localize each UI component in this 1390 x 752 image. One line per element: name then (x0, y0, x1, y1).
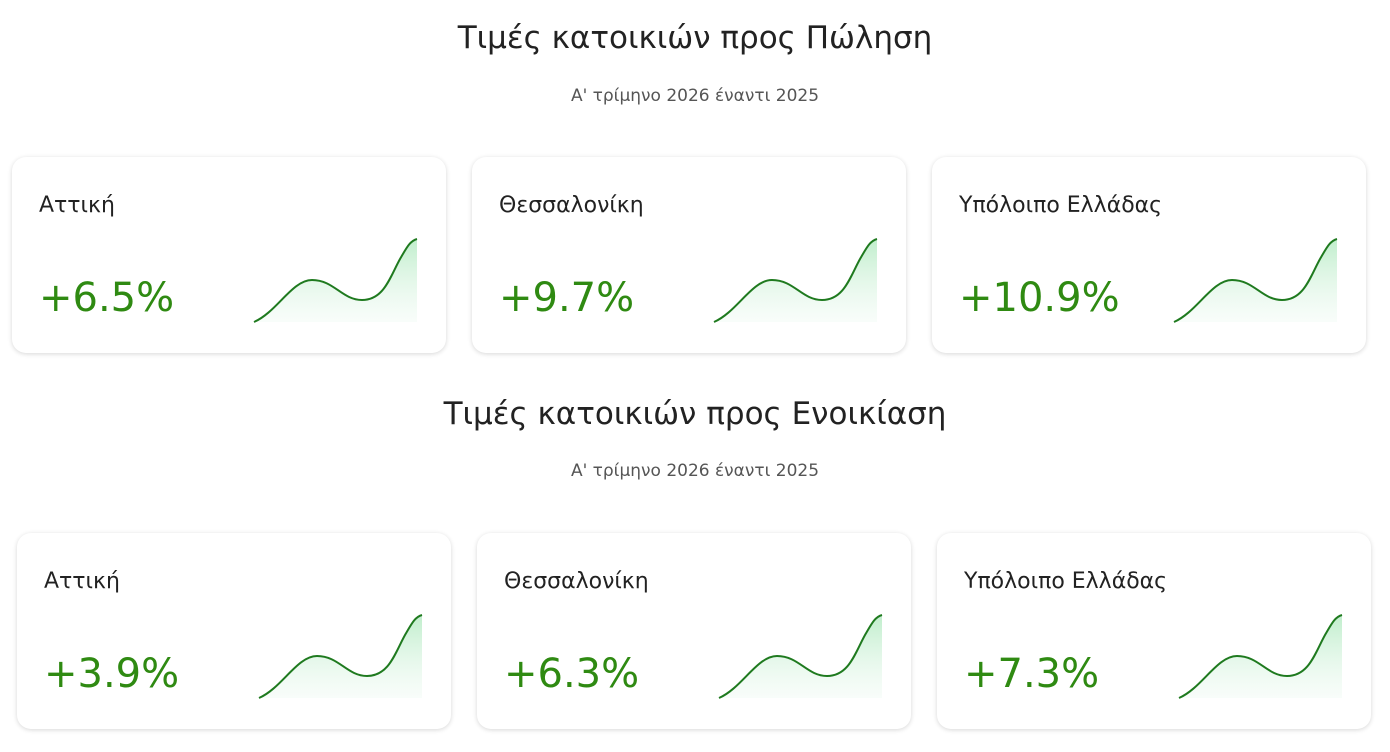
card-label: Αττική (39, 193, 115, 218)
card-value: +3.9% (44, 651, 180, 697)
sparkline-area (714, 239, 877, 322)
stat-card: Υπόλοιπο Ελλάδας +7.3% (937, 533, 1371, 729)
card-value: +10.9% (959, 275, 1120, 321)
sparkline-line (713, 238, 878, 323)
sparkline-line (718, 614, 883, 699)
sparkline-line (1178, 614, 1343, 699)
sparkline (258, 614, 423, 699)
card-label: Θεσσαλονίκη (504, 569, 649, 594)
sparkline-area (1174, 239, 1337, 322)
sparkline-area (254, 239, 417, 322)
card-label: Υπόλοιπο Ελλάδας (959, 193, 1163, 218)
section-subtitle: Α' τρίμηνο 2026 έναντι 2025 (570, 86, 820, 106)
card-value: +6.5% (39, 275, 175, 321)
stat-card: Θεσσαλονίκη +6.3% (477, 533, 911, 729)
sparkline (253, 238, 418, 323)
stat-card: Θεσσαλονίκη +9.7% (472, 157, 906, 353)
sparkline-line (1173, 238, 1338, 323)
sparkline-line (253, 238, 418, 323)
sparkline (718, 614, 883, 699)
sparkline-area (1179, 615, 1342, 698)
card-value: +7.3% (964, 651, 1100, 697)
sparkline-area (259, 615, 422, 698)
stat-card: Αττική +3.9% (17, 533, 451, 729)
sparkline (1178, 614, 1343, 699)
card-label: Υπόλοιπο Ελλάδας (964, 569, 1168, 594)
section-subtitle: Α' τρίμηνο 2026 έναντι 2025 (570, 461, 820, 481)
card-label: Αττική (44, 569, 120, 594)
card-label: Θεσσαλονίκη (499, 193, 644, 218)
card-value: +9.7% (499, 275, 635, 321)
card-value: +6.3% (504, 651, 640, 697)
sparkline (1173, 238, 1338, 323)
stat-card: Υπόλοιπο Ελλάδας +10.9% (932, 157, 1366, 353)
section-title: Τιμές κατοικιών προς Ενοικίαση (443, 396, 947, 432)
sparkline-line (258, 614, 423, 699)
section-title: Τιμές κατοικιών προς Πώληση (457, 20, 933, 56)
stat-card: Αττική +6.5% (12, 157, 446, 353)
sparkline-area (719, 615, 882, 698)
sparkline (713, 238, 878, 323)
